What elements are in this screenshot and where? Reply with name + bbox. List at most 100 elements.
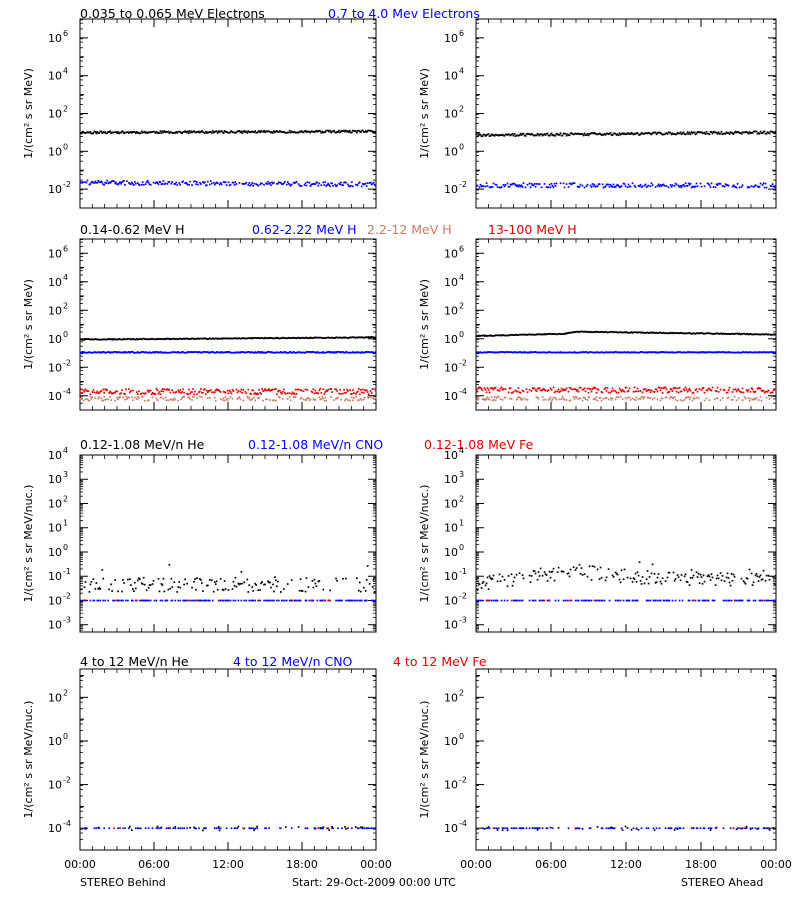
data-point xyxy=(157,132,160,135)
data-point xyxy=(498,334,501,337)
data-point xyxy=(636,599,639,602)
data-point xyxy=(279,396,281,399)
data-point xyxy=(81,130,84,133)
data-point xyxy=(95,582,98,584)
data-point xyxy=(537,333,540,336)
data-point xyxy=(611,351,614,354)
data-point xyxy=(714,584,717,586)
data-point xyxy=(541,134,544,137)
data-point xyxy=(587,134,590,137)
data-point xyxy=(708,332,711,335)
data-point xyxy=(282,351,285,354)
data-point xyxy=(336,130,338,133)
data-point xyxy=(655,331,658,334)
data-point xyxy=(156,825,159,828)
data-point xyxy=(555,132,558,135)
data-point xyxy=(285,599,288,602)
data-point xyxy=(95,181,98,184)
data-point xyxy=(278,131,280,133)
data-point xyxy=(768,333,771,336)
data-point xyxy=(516,334,519,337)
data-point xyxy=(340,351,342,354)
data-point xyxy=(148,183,151,186)
data-point xyxy=(115,131,117,133)
data-point xyxy=(193,180,195,183)
data-point xyxy=(348,337,350,339)
data-point xyxy=(707,351,710,354)
data-point xyxy=(180,398,183,401)
data-point xyxy=(511,334,514,336)
data-point xyxy=(194,131,196,134)
data-point xyxy=(489,351,492,354)
data-point xyxy=(577,186,580,189)
data-point xyxy=(335,185,337,188)
data-point xyxy=(670,185,673,188)
data-point xyxy=(521,599,524,602)
data-point xyxy=(131,389,134,392)
data-point xyxy=(135,130,138,133)
data-point xyxy=(754,184,757,187)
data-point xyxy=(495,183,498,186)
data-point xyxy=(206,584,209,587)
data-point xyxy=(734,186,737,188)
data-point xyxy=(344,399,346,402)
data-point xyxy=(701,332,704,334)
data-point xyxy=(526,333,529,336)
data-point xyxy=(766,390,769,393)
data-point xyxy=(605,397,608,399)
data-point xyxy=(290,351,293,354)
data-point xyxy=(365,578,368,581)
data-point xyxy=(343,351,345,354)
data-point xyxy=(518,333,521,336)
data-point xyxy=(134,182,137,185)
data-point xyxy=(211,599,214,602)
data-point xyxy=(667,571,670,574)
data-point xyxy=(102,183,105,186)
data-point xyxy=(200,599,202,602)
data-point xyxy=(303,184,306,186)
data-point xyxy=(322,826,325,829)
data-point xyxy=(240,388,243,391)
data-point xyxy=(573,182,576,185)
data-point xyxy=(297,826,300,828)
data-point xyxy=(762,389,765,392)
data-point xyxy=(476,351,479,354)
data-point xyxy=(599,133,602,135)
data-point xyxy=(671,390,674,393)
data-point xyxy=(286,583,289,585)
data-point xyxy=(637,184,640,187)
data-point xyxy=(280,392,283,395)
data-point xyxy=(141,337,144,340)
data-point xyxy=(135,351,138,354)
data-point xyxy=(363,599,366,602)
data-point xyxy=(327,182,330,185)
data-point xyxy=(160,826,163,829)
data-point xyxy=(241,582,244,585)
data-point xyxy=(294,337,297,339)
data-point xyxy=(623,132,626,135)
data-point xyxy=(651,332,654,334)
data-point xyxy=(229,390,232,393)
data-point xyxy=(770,599,773,602)
data-point xyxy=(92,389,95,391)
data-point xyxy=(169,587,172,590)
data-point xyxy=(716,397,719,400)
data-point xyxy=(346,388,348,391)
y-axis-label: 1/(cm² s sr MeV/nuc.) xyxy=(418,485,431,603)
data-point xyxy=(183,583,185,586)
data-point xyxy=(240,130,243,133)
data-point xyxy=(336,350,338,353)
data-point xyxy=(603,133,606,135)
data-point xyxy=(740,333,743,335)
data-point xyxy=(315,392,318,394)
data-point xyxy=(515,390,518,393)
data-point xyxy=(192,396,194,398)
data-point xyxy=(567,186,570,188)
data-point xyxy=(267,580,269,583)
data-point xyxy=(643,388,646,391)
data-point xyxy=(580,132,583,135)
data-point xyxy=(234,181,237,184)
data-point xyxy=(226,599,229,602)
data-point xyxy=(130,390,132,392)
data-point xyxy=(742,391,745,394)
